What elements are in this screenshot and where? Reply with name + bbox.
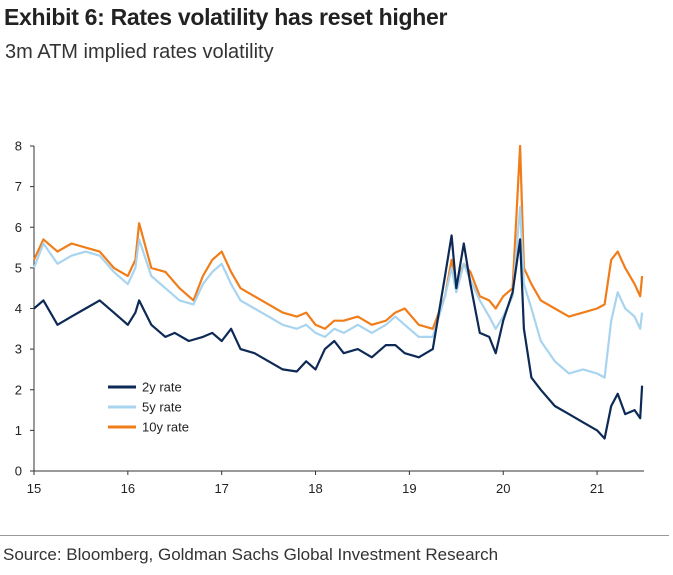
x-tick-label: 21 (590, 481, 604, 496)
legend-label-5y-rate: 5y rate (142, 400, 182, 415)
legend-label-10y-rate: 10y rate (142, 420, 189, 435)
y-tick-label: 6 (15, 220, 22, 235)
x-tick-label: 15 (27, 481, 41, 496)
chart-axes: 0 1 2 3 4 5 6 7 8 15 16 17 18 19 20 21 (15, 139, 644, 496)
y-tick-label: 4 (15, 301, 22, 316)
y-tick-label: 0 (15, 464, 22, 479)
legend-label-2y-rate: 2y rate (142, 380, 182, 395)
y-tick-label: 1 (15, 423, 22, 438)
chart-legend: 2y rate 5y rate 10y rate (108, 380, 189, 435)
chart-subtitle: 3m ATM implied rates volatility (5, 41, 274, 63)
y-tick-label: 7 (15, 179, 22, 194)
line-chart: 0 1 2 3 4 5 6 7 8 15 16 17 18 19 20 21 2y rate 5y rate 10… (15, 139, 644, 496)
series-line-2y-rate (33, 234, 644, 440)
series-line-5y-rate (32, 205, 644, 379)
x-tick-label: 18 (308, 481, 322, 496)
y-tick-label: 5 (15, 260, 22, 275)
x-tick-label: 19 (402, 481, 416, 496)
source-note: Source: Bloomberg, Goldman Sachs Global … (3, 545, 499, 564)
x-tick-label: 20 (496, 481, 510, 496)
y-tick-label: 8 (15, 139, 22, 154)
y-tick-label: 3 (15, 342, 22, 357)
y-tick-label: 2 (15, 382, 22, 397)
series-layer (32, 144, 644, 440)
series-line-10y-rate (33, 144, 644, 330)
x-tick-label: 16 (121, 481, 135, 496)
chart-title: Exhibit 6: Rates volatility has reset hi… (4, 4, 448, 30)
footer-divider (0, 535, 669, 536)
x-tick-label: 17 (214, 481, 228, 496)
